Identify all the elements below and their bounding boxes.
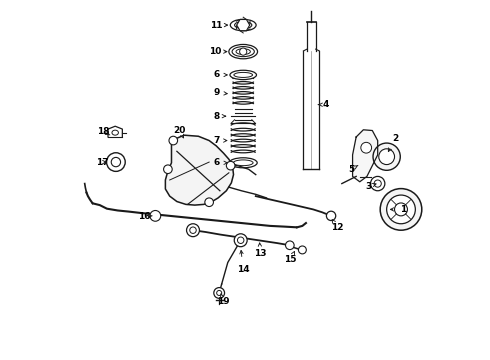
Text: 8: 8 <box>214 112 220 121</box>
Circle shape <box>111 157 121 167</box>
Ellipse shape <box>229 158 257 168</box>
Circle shape <box>394 203 408 216</box>
Text: 12: 12 <box>331 223 344 232</box>
Circle shape <box>374 180 381 187</box>
Ellipse shape <box>236 49 250 54</box>
Circle shape <box>190 227 196 233</box>
Circle shape <box>286 241 294 249</box>
Ellipse shape <box>235 22 252 29</box>
Text: 9: 9 <box>214 88 220 97</box>
Ellipse shape <box>229 44 258 59</box>
Text: 2: 2 <box>392 134 398 143</box>
Circle shape <box>361 142 371 153</box>
Text: 10: 10 <box>209 47 221 56</box>
Text: 15: 15 <box>284 255 296 264</box>
Polygon shape <box>237 19 250 31</box>
Text: 20: 20 <box>173 126 186 135</box>
Circle shape <box>238 237 244 243</box>
Ellipse shape <box>230 19 256 31</box>
Polygon shape <box>353 130 378 182</box>
Text: 17: 17 <box>96 158 109 167</box>
Circle shape <box>169 136 177 145</box>
Text: 1: 1 <box>400 205 406 214</box>
Ellipse shape <box>232 46 254 57</box>
Circle shape <box>187 224 199 237</box>
Text: 11: 11 <box>210 21 222 30</box>
Circle shape <box>370 176 385 191</box>
Circle shape <box>326 211 336 221</box>
Text: 18: 18 <box>97 127 110 136</box>
Circle shape <box>240 48 247 55</box>
Circle shape <box>226 161 235 170</box>
Circle shape <box>214 288 224 298</box>
Circle shape <box>150 211 161 221</box>
Circle shape <box>234 234 247 247</box>
Text: 6: 6 <box>214 71 220 80</box>
Circle shape <box>379 149 394 165</box>
Text: 14: 14 <box>237 265 249 274</box>
Polygon shape <box>166 135 234 205</box>
Text: 4: 4 <box>322 100 329 109</box>
Text: 16: 16 <box>138 212 151 221</box>
Text: 3: 3 <box>366 182 372 191</box>
Circle shape <box>373 143 400 170</box>
Ellipse shape <box>230 70 256 80</box>
Ellipse shape <box>112 130 119 135</box>
Text: 5: 5 <box>348 165 355 174</box>
Circle shape <box>107 153 125 171</box>
Ellipse shape <box>234 72 252 77</box>
Text: 6: 6 <box>214 158 220 167</box>
Circle shape <box>387 195 416 224</box>
Circle shape <box>380 189 422 230</box>
Text: 13: 13 <box>254 249 267 258</box>
Circle shape <box>164 165 172 174</box>
Ellipse shape <box>233 160 253 166</box>
Circle shape <box>298 246 306 254</box>
Circle shape <box>205 198 214 207</box>
Text: 19: 19 <box>217 297 230 306</box>
Text: 7: 7 <box>214 136 220 145</box>
Circle shape <box>217 291 221 296</box>
